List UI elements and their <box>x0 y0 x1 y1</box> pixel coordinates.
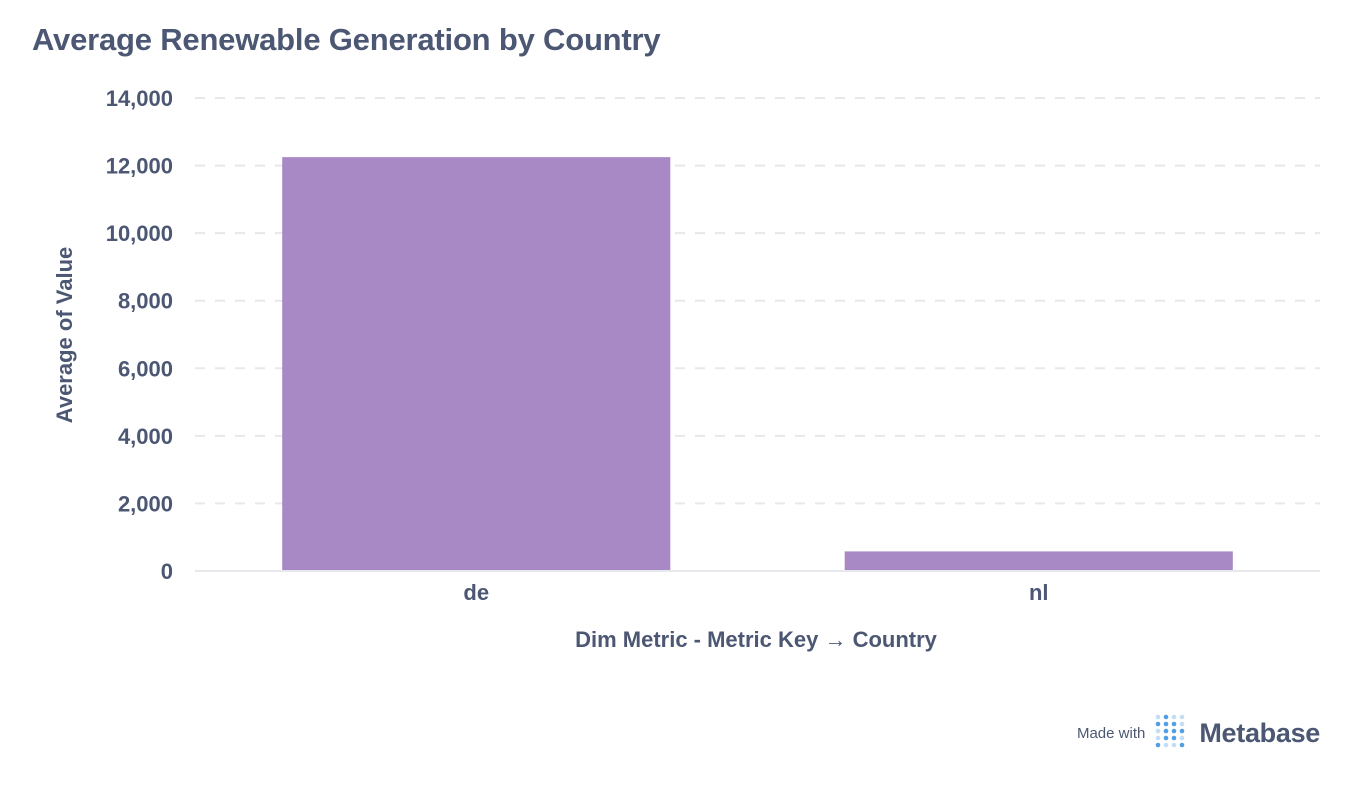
chart-title: Average Renewable Generation by Country <box>32 22 661 57</box>
x-tick-label-nl: nl <box>1029 580 1049 605</box>
y-axis-label: Average of Value <box>52 247 77 423</box>
bars <box>282 157 1233 571</box>
y-tick-label: 14,000 <box>106 86 173 111</box>
y-tick-label: 2,000 <box>118 491 173 516</box>
footer: Made with Metabase <box>1077 714 1320 752</box>
y-tick-label: 0 <box>161 559 173 584</box>
x-axis-ticks: de nl <box>463 580 1048 605</box>
bar-nl[interactable] <box>844 551 1233 571</box>
bar-chart: 02,0004,0006,0008,00010,00012,00014,000 … <box>52 86 1320 652</box>
y-tick-label: 10,000 <box>106 221 173 246</box>
bar-de[interactable] <box>282 157 671 571</box>
brand-name: Metabase <box>1199 717 1320 748</box>
x-tick-label-de: de <box>463 580 489 605</box>
made-with-text: Made with <box>1076 724 1146 742</box>
x-axis-label: Dim Metric - Metric Key → Country <box>575 627 938 652</box>
y-tick-label: 12,000 <box>106 154 173 179</box>
metabase-logo-icon <box>1156 714 1185 748</box>
y-axis-ticks: 0 2,000 4,000 6,000 8,000 10,000 12,000 14,000 <box>106 86 173 584</box>
y-tick-label: 4,000 <box>118 424 173 449</box>
y-tick-label: 6,000 <box>118 356 173 381</box>
y-tick-label: 8,000 <box>118 289 173 314</box>
